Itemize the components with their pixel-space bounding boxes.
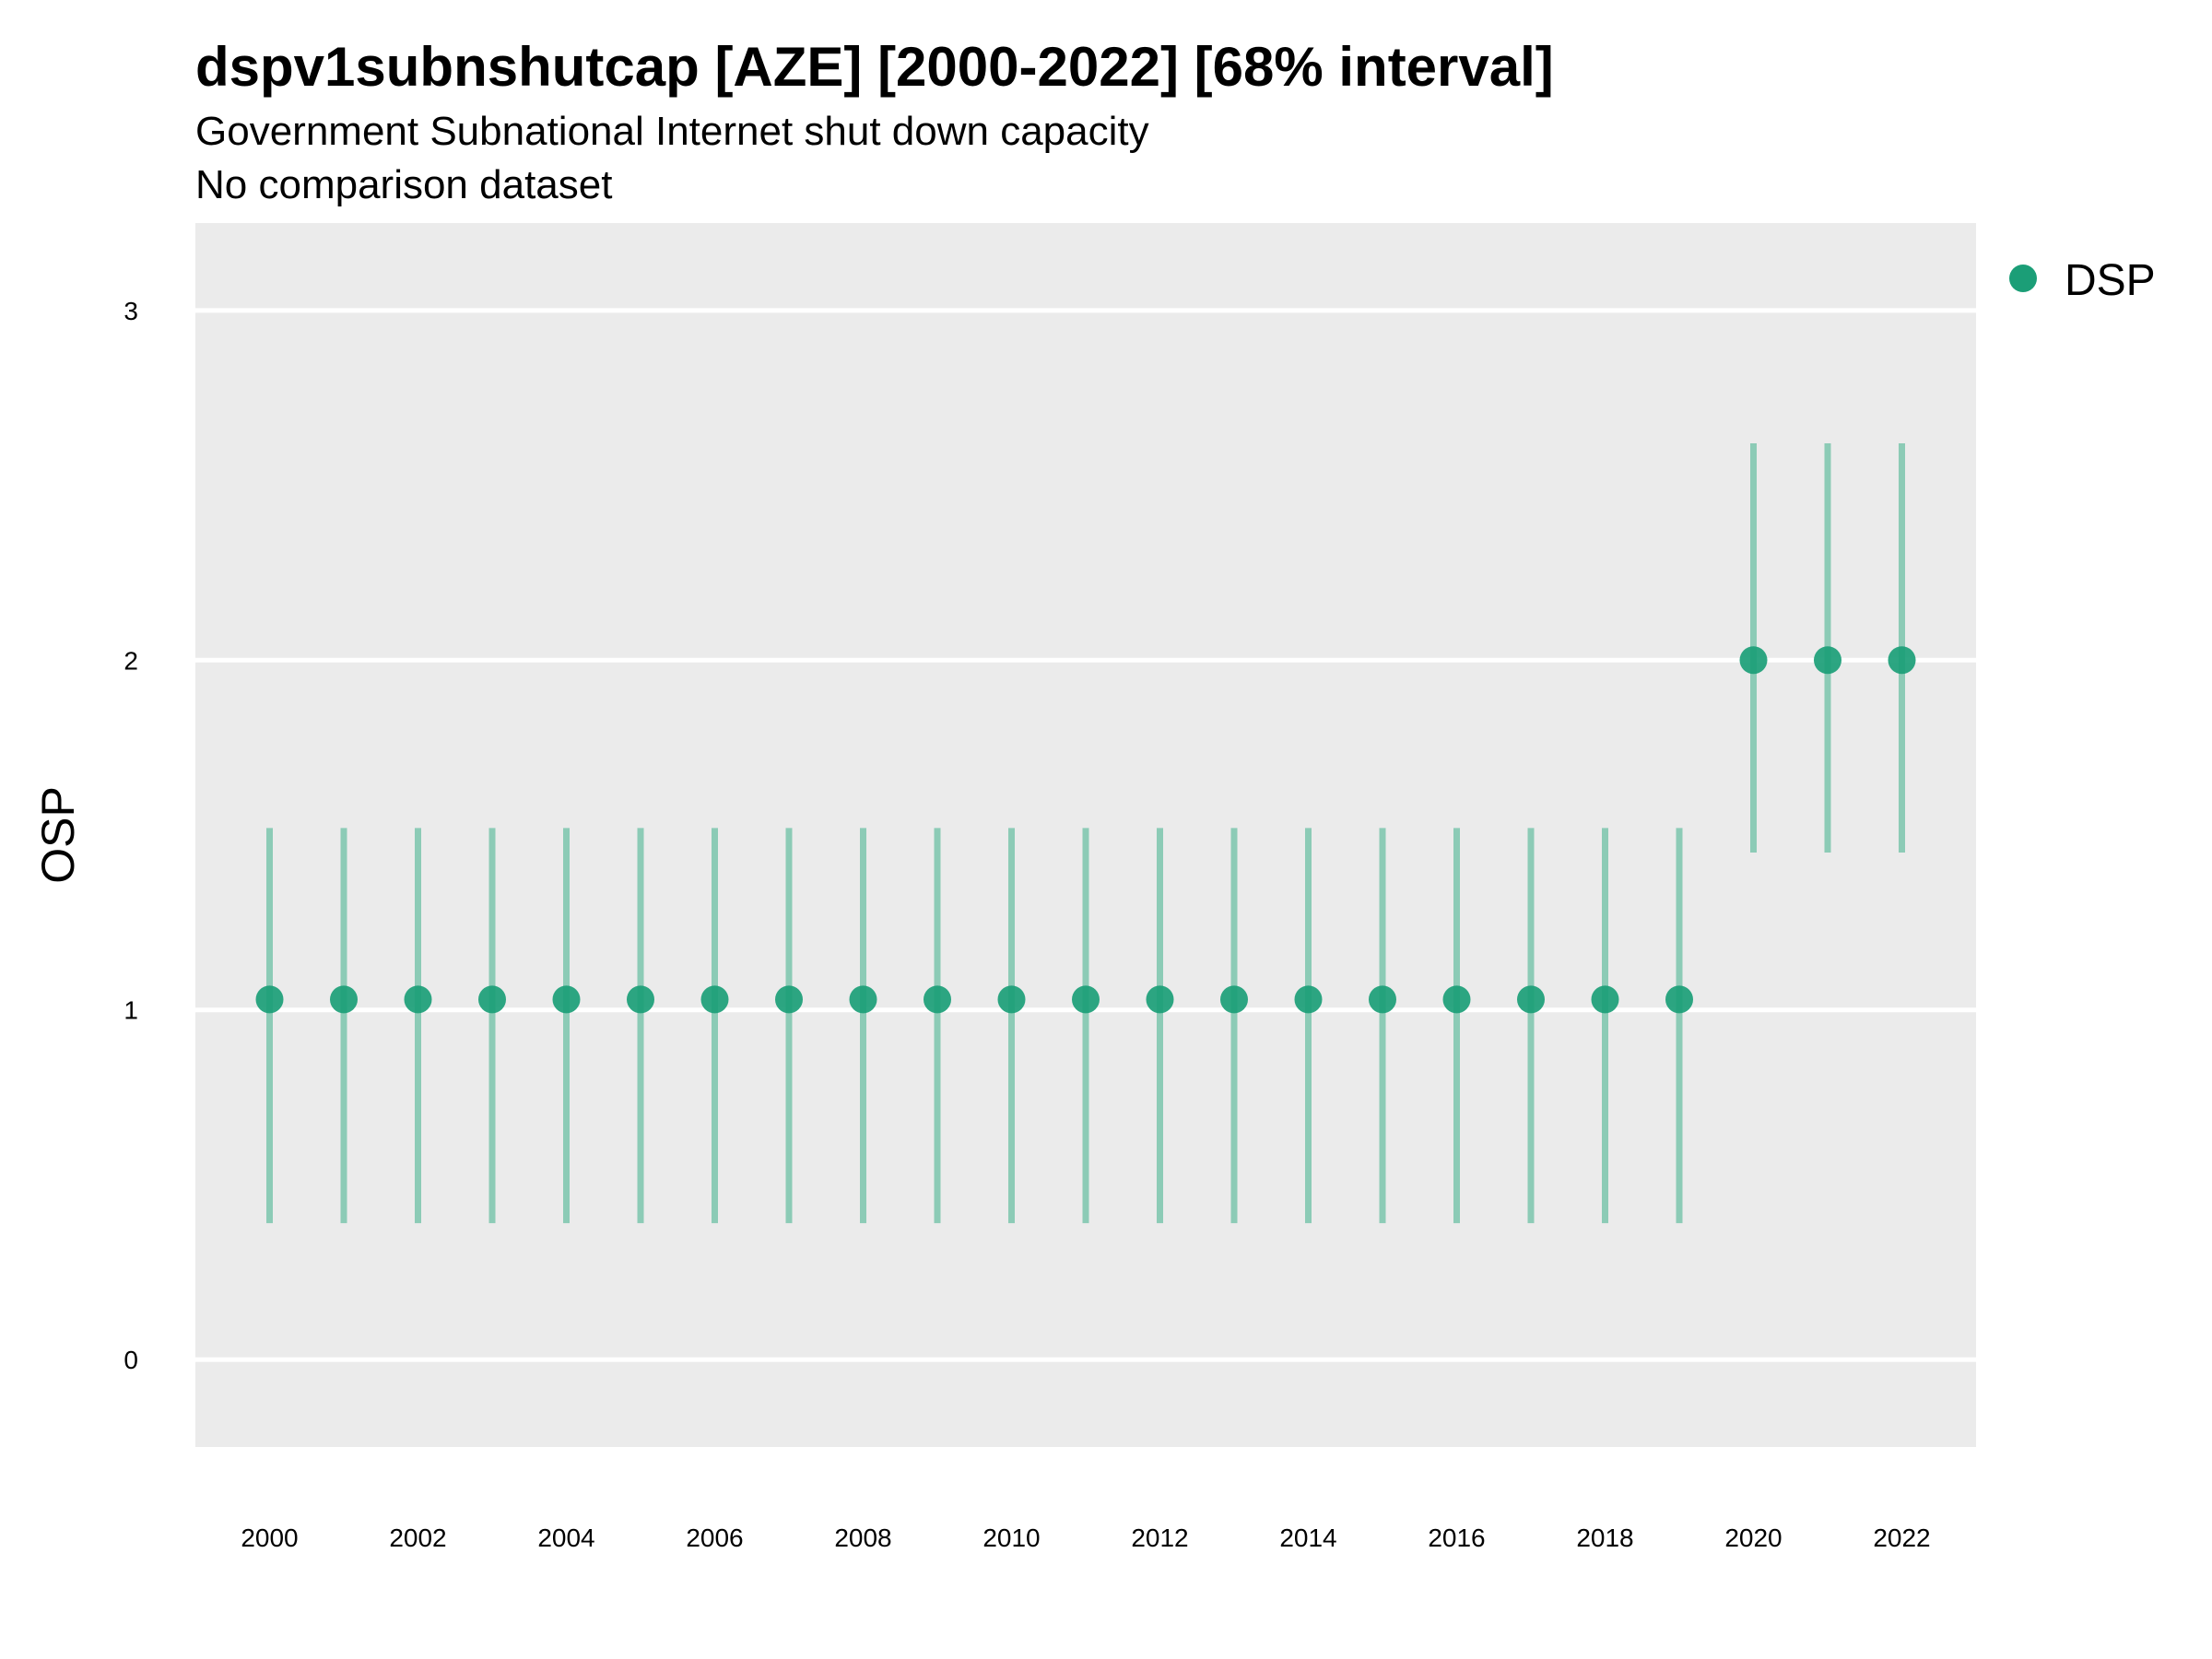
x-tick-label-2000: 2000 — [241, 1524, 298, 1552]
x-tick-label-2012: 2012 — [1131, 1524, 1188, 1552]
point-2012 — [1146, 985, 1174, 1014]
point-2010 — [997, 985, 1026, 1014]
point-2021 — [1814, 646, 1841, 675]
x-tick-label-2002: 2002 — [389, 1524, 446, 1552]
point-2013 — [1220, 985, 1248, 1014]
point-2007 — [775, 985, 803, 1014]
point-2005 — [627, 985, 654, 1014]
point-2001 — [330, 985, 358, 1014]
data-points — [255, 646, 1916, 1014]
y-tick-label-2: 2 — [124, 646, 138, 675]
point-2006 — [700, 985, 729, 1014]
point-2020 — [1739, 646, 1768, 675]
point-2016 — [1442, 985, 1471, 1014]
point-2004 — [552, 985, 581, 1014]
interval-lines — [266, 443, 1905, 1224]
x-tick-label-2018: 2018 — [1576, 1524, 1633, 1552]
point-2008 — [849, 985, 877, 1014]
point-2015 — [1369, 985, 1396, 1014]
x-tick-labels: 2000 2002 2004 2006 2008 2010 2012 2014 2016 2018… — [241, 1524, 1930, 1552]
x-tick-label-2022: 2022 — [1873, 1524, 1930, 1552]
y-axis-label: OSP — [32, 786, 84, 884]
chart-subtitle: Government Subnational Internet shut dow… — [195, 109, 1149, 154]
point-2009 — [924, 985, 951, 1014]
point-2019 — [1665, 985, 1693, 1014]
legend: DSP — [2009, 256, 2156, 305]
chart-title: dspv1subnshutcap [AZE] [2000-2022] [68% … — [195, 36, 1554, 98]
point-2003 — [478, 985, 506, 1014]
y-tick-label-0: 0 — [124, 1346, 138, 1374]
legend-swatch-dsp — [2009, 265, 2037, 292]
point-2011 — [1072, 985, 1100, 1014]
point-2018 — [1591, 985, 1619, 1014]
x-tick-label-2008: 2008 — [834, 1524, 891, 1552]
y-tick-label-1: 1 — [124, 996, 138, 1025]
x-tick-label-2020: 2020 — [1724, 1524, 1782, 1552]
legend-label-dsp: DSP — [2065, 256, 2156, 305]
x-tick-label-2006: 2006 — [686, 1524, 743, 1552]
chart-subtitle-comparison: No comparison dataset — [195, 162, 612, 207]
x-tick-label-2014: 2014 — [1279, 1524, 1336, 1552]
point-2022 — [1888, 646, 1916, 675]
point-2017 — [1517, 985, 1545, 1014]
y-tick-labels: 0 1 2 3 — [124, 297, 138, 1374]
point-2000 — [255, 985, 284, 1014]
point-2002 — [404, 985, 432, 1014]
x-tick-label-2004: 2004 — [537, 1524, 594, 1552]
x-tick-label-2016: 2016 — [1428, 1524, 1485, 1552]
y-tick-label-3: 3 — [124, 297, 138, 325]
x-tick-label-2010: 2010 — [982, 1524, 1040, 1552]
point-2014 — [1294, 985, 1323, 1014]
